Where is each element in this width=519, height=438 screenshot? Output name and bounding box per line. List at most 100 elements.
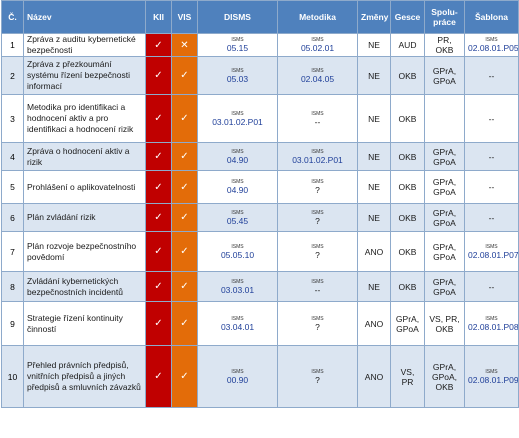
isms-tag: ISMS: [231, 278, 244, 285]
sablona-cell-ref: --: [468, 114, 515, 124]
spoluprace-cell: GPrA, GPoA: [424, 170, 465, 204]
sablona-cell-value: --: [488, 182, 495, 192]
header-name: Název: [23, 0, 146, 34]
sablona-cell-value: 02.08.01.P05: [468, 43, 519, 53]
spoluprace-cell: [424, 94, 465, 143]
vis-cell: ✓: [171, 301, 198, 346]
spoluprace-cell: GPrA, GPoA: [424, 142, 465, 171]
gesce-cell: OKB: [390, 231, 425, 272]
gesce-cell: OKB: [390, 170, 425, 204]
spoluprace-cell: GPrA, GPoA: [424, 203, 465, 232]
disms-cell: ISMS 00.90: [197, 345, 278, 408]
isms-tag: ISMS: [231, 67, 244, 74]
isms-tag: ISMS: [311, 67, 324, 74]
row-number: 9: [1, 301, 24, 346]
gesce-cell: GPrA, GPoA: [390, 301, 425, 346]
metodika-cell: ISMS?: [277, 301, 358, 346]
sablona-cell: ISMS 02.08.01.P08: [464, 301, 519, 346]
sablona-cell-ref: --: [468, 213, 515, 223]
header-vis: VIS: [171, 0, 198, 34]
cross-icon: ✕: [180, 39, 189, 51]
kii-cell: ✓: [145, 271, 172, 302]
check-icon: ✓: [180, 281, 189, 292]
isms-tag: ISMS: [231, 110, 244, 117]
zmeny-cell: NE: [357, 271, 391, 302]
table-row: 2 Zpráva z přezkoumání systému řízení bez…: [1, 56, 519, 95]
kii-cell: ✓: [145, 231, 172, 272]
metodika-cell: ISMS?: [277, 345, 358, 408]
isms-tag: ISMS: [231, 243, 244, 250]
gesce-cell: OKB: [390, 94, 425, 143]
sablona-cell-value: --: [488, 70, 495, 81]
spoluprace-cell: VS, PR, OKB: [424, 301, 465, 346]
vis-cell: ✓: [171, 94, 198, 143]
check-icon: ✓: [154, 318, 163, 329]
row-number: 2: [1, 56, 24, 95]
table-body: 1 Zpráva z auditu kybernetické bezpečnost…: [1, 33, 519, 408]
sablona-cell-value: 02.08.01.P09: [468, 374, 519, 385]
header-sablona: Šablona: [464, 0, 519, 34]
zmeny-cell: NE: [357, 203, 391, 232]
spoluprace-cell: GPrA, GPoA: [424, 271, 465, 302]
sablona-cell: ISMS 02.08.01.P05: [464, 33, 519, 57]
check-icon: ✓: [154, 113, 163, 124]
header-zmeny: Změny: [357, 0, 391, 34]
spoluprace-cell: PR, OKB: [424, 33, 465, 57]
metodika-cell-ref: ISMS 02.04.05: [281, 68, 354, 84]
row-number: 4: [1, 142, 24, 171]
metodika-cell-ref: ISMS?: [281, 369, 354, 385]
sablona-cell: --: [464, 271, 519, 302]
gesce-cell: OKB: [390, 271, 425, 302]
vis-cell: ✓: [171, 170, 198, 204]
disms-cell-ref: ISMS 03.01.02.P01: [201, 111, 274, 127]
disms-cell: ISMS 04.90: [197, 170, 278, 204]
metodika-cell-ref: ISMS --: [281, 111, 354, 127]
metodika-cell: ISMS?: [277, 203, 358, 232]
document-name: Prohlášení o aplikovatelnosti: [23, 170, 146, 204]
zmeny-cell: ANO: [357, 301, 391, 346]
metodika-cell-value: ?: [315, 374, 320, 385]
kii-cell: ✓: [145, 170, 172, 204]
disms-cell-value: 04.90: [226, 185, 249, 195]
sablona-cell-value: --: [488, 113, 495, 124]
metodika-cell-value: --: [314, 284, 321, 295]
disms-cell: ISMS 05.05.10: [197, 231, 278, 272]
disms-cell: ISMS 04.90: [197, 142, 278, 171]
isms-tag: ISMS: [311, 315, 324, 322]
check-icon: ✓: [180, 181, 189, 193]
row-number: 5: [1, 170, 24, 204]
vis-cell: ✕: [171, 33, 198, 57]
metodika-cell: ISMS 05.02.01: [277, 33, 358, 57]
document-name: Plán rozvoje bezpečnostního povědomí: [23, 231, 146, 272]
disms-cell-value: 03.01.02.P01: [212, 116, 263, 127]
row-number: 6: [1, 203, 24, 232]
check-icon: ✓: [180, 246, 189, 257]
gesce-cell: OKB: [390, 203, 425, 232]
sablona-cell-ref: --: [468, 71, 515, 81]
document-name: Plán zvládání rizik: [23, 203, 146, 232]
check-icon: ✓: [180, 318, 189, 329]
disms-cell-ref: ISMS 04.90: [201, 149, 274, 165]
kii-cell: ✓: [145, 345, 172, 408]
isms-tag: ISMS: [231, 315, 244, 322]
kii-cell: ✓: [145, 301, 172, 346]
sablona-cell-ref: ISMS 02.08.01.P05: [468, 37, 519, 53]
check-icon: ✓: [180, 151, 189, 162]
disms-cell-ref: ISMS 03.03.01: [201, 279, 274, 295]
zmeny-cell: ANO: [357, 345, 391, 408]
document-name: Přehled právních předpisů, vnitřních pře…: [23, 345, 146, 408]
disms-cell: ISMS 05.15: [197, 33, 278, 57]
isms-tag: ISMS: [311, 278, 324, 285]
row-number: 1: [1, 33, 24, 57]
vis-cell: ✓: [171, 56, 198, 95]
check-icon: ✓: [154, 246, 163, 257]
document-name: Metodika pro identifikaci a hodnocení ak…: [23, 94, 146, 143]
isms-tag: ISMS: [311, 110, 324, 117]
isms-tag: ISMS: [231, 368, 244, 375]
check-icon: ✓: [180, 70, 189, 81]
row-number: 7: [1, 231, 24, 272]
sablona-cell: --: [464, 170, 519, 204]
spoluprace-cell: GPrA, GPoA: [424, 56, 465, 95]
disms-cell-value: 04.90: [226, 154, 249, 165]
sablona-cell-value: 02.08.01.P07: [468, 249, 519, 260]
